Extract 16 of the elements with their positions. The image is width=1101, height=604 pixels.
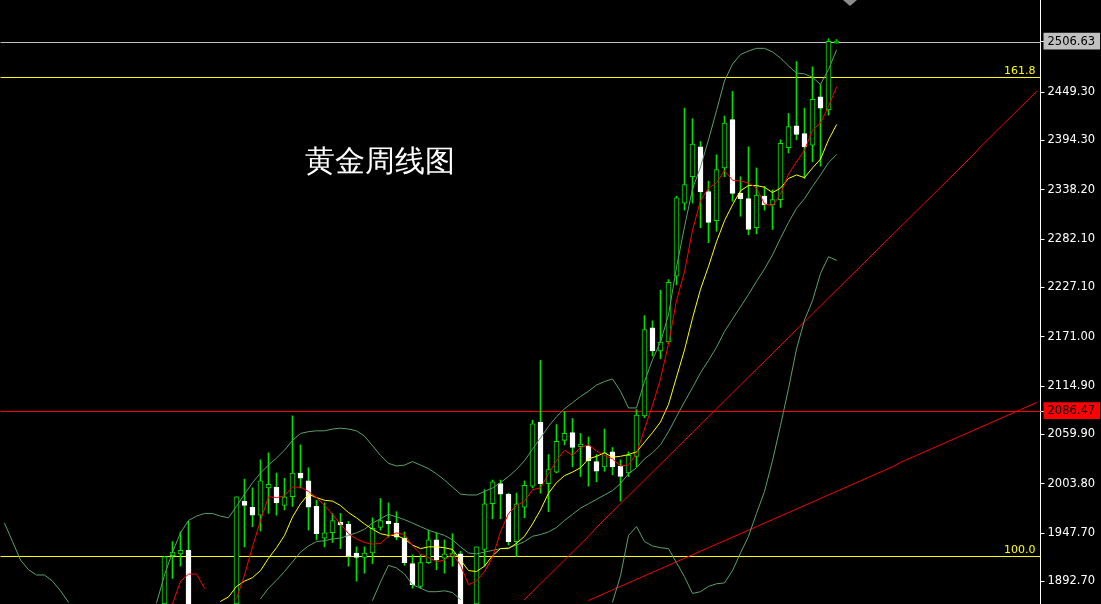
ref-line-label: 100.0 bbox=[1004, 542, 1036, 556]
y-tick-label: 2506.63 bbox=[1047, 33, 1096, 48]
y-tick-label: 1892.70 bbox=[1047, 573, 1096, 588]
y-tick-label: 2449.30 bbox=[1047, 84, 1096, 99]
y-tick-label: 2394.30 bbox=[1047, 132, 1096, 147]
y-tick-label: 2282.10 bbox=[1047, 231, 1096, 246]
y-tick-label: 2227.10 bbox=[1047, 279, 1096, 294]
y-tick-label: 2003.80 bbox=[1047, 475, 1096, 490]
y-tick-label: 2171.00 bbox=[1047, 328, 1096, 343]
ref-line-label: 161.8 bbox=[1004, 63, 1036, 77]
y-tick-label: 2059.90 bbox=[1047, 426, 1096, 441]
y-tick-label: 1947.70 bbox=[1047, 525, 1096, 540]
y-tick-label: 2086.47 bbox=[1047, 403, 1096, 418]
text: 黄金周线图 bbox=[305, 144, 455, 178]
y-tick-label: 2338.20 bbox=[1047, 181, 1096, 196]
y-tick-label: 2114.90 bbox=[1047, 378, 1096, 393]
